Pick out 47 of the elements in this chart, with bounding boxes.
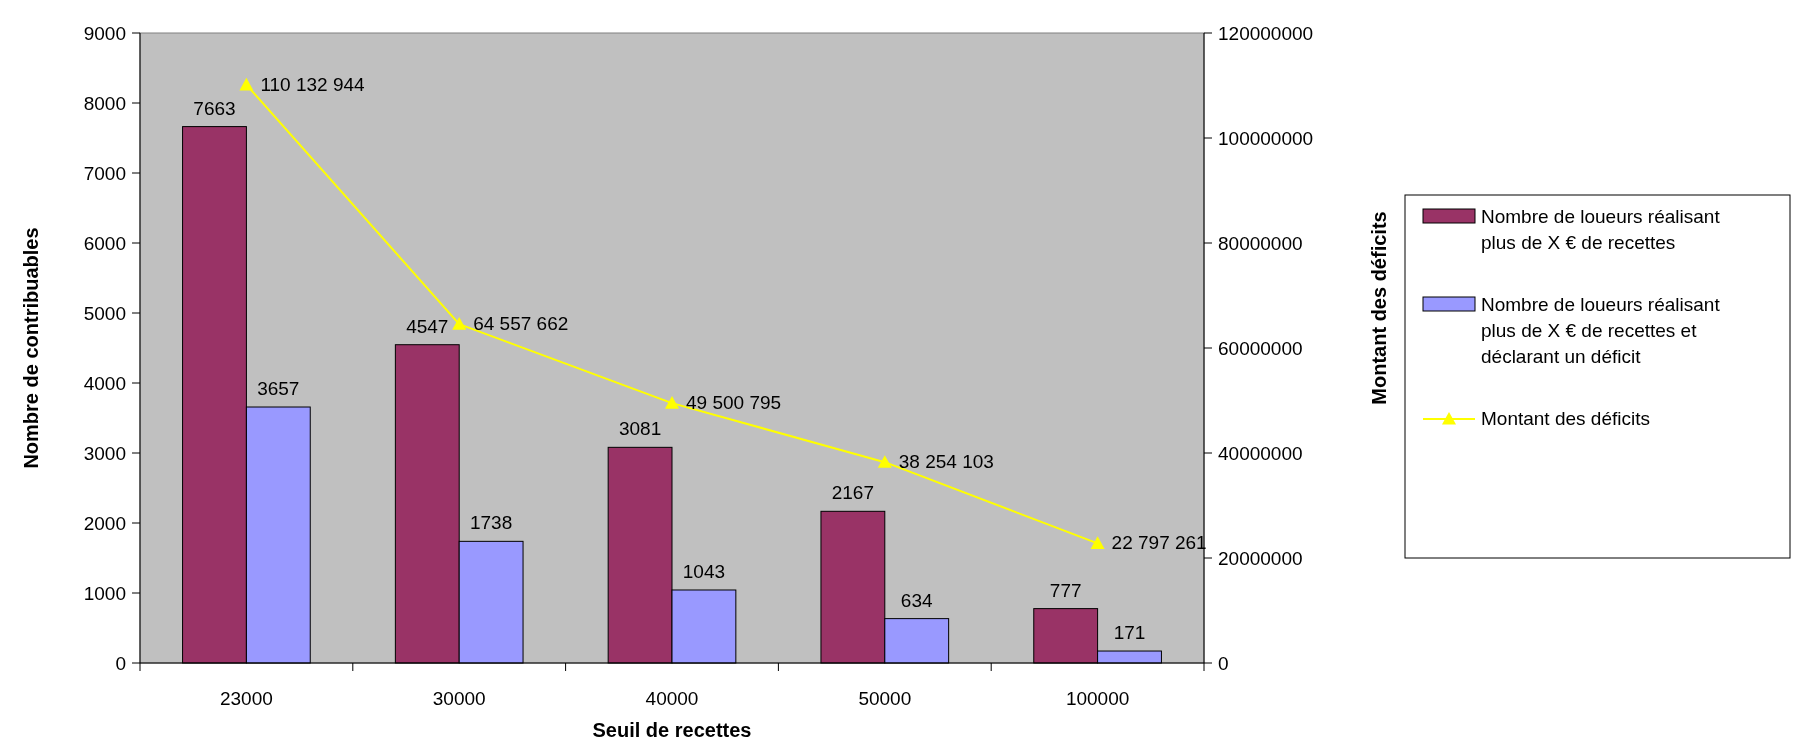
point <box>877 455 892 468</box>
data-label: 49 500 795 <box>686 392 782 414</box>
data-label: 634 <box>900 589 933 611</box>
y2-tick-label: 60000000 <box>1218 337 1303 359</box>
point <box>1090 536 1105 549</box>
y2-tick-label: 100000000 <box>1218 127 1314 149</box>
data-label: 110 132 944 <box>260 73 366 95</box>
y2-tick-label: 120000000 <box>1218 22 1314 44</box>
y-tick-label: 8000 <box>83 92 126 114</box>
data-label: 1738 <box>469 512 513 534</box>
y-tick-label: 4000 <box>83 372 126 394</box>
legend-label: Montant des déficits <box>1481 408 1650 429</box>
x-tick-label: 50000 <box>858 688 912 709</box>
data-label: 2167 <box>831 482 875 504</box>
legend-label: Nombre de loueurs réalisant plus de X € de recettes <box>1481 206 1721 253</box>
y-tick-label: 7000 <box>83 162 126 184</box>
data-label: 777 <box>1049 579 1082 601</box>
y-axis-title: Nombre de contribuables <box>20 227 42 469</box>
x-tick-label: 23000 <box>219 688 273 709</box>
y2-tick-label: 20000000 <box>1218 547 1303 569</box>
y2-tick-label: 40000000 <box>1218 442 1303 464</box>
point <box>452 317 467 330</box>
point <box>665 396 679 409</box>
data-label: 171 <box>1113 622 1146 644</box>
legend-label: Nombre de loueurs réalisant plus de X € de recettes et déclarant un déficit <box>1481 294 1721 367</box>
x-tick-label: 100000 <box>1065 688 1130 709</box>
data-label: 3081 <box>618 418 662 440</box>
data-label: 1043 <box>682 560 726 582</box>
x-tick-label: 40000 <box>645 688 699 709</box>
x-tick-label: 30000 <box>432 688 486 709</box>
data-label: 7663 <box>193 97 236 119</box>
y-tick-label: 1000 <box>83 582 126 604</box>
y-tick-label: 6000 <box>83 232 126 254</box>
data-label: 64 557 662 <box>473 313 569 335</box>
x-axis-title: Seuil de recettes <box>592 719 752 741</box>
y2-axis-title: Montant des déficits <box>1368 211 1390 405</box>
y-tick-label: 2000 <box>83 512 126 534</box>
y2-tick-label: 0 <box>1218 652 1229 674</box>
y2-tick-label: 80000000 <box>1218 232 1303 254</box>
y-tick-label: 9000 <box>83 22 126 44</box>
data-label: 3657 <box>257 378 300 400</box>
data-label: 38 254 103 <box>898 451 994 473</box>
y-tick-label: 3000 <box>83 442 126 464</box>
point <box>239 77 254 91</box>
y-tick-label: 5000 <box>83 302 126 324</box>
y-tick-label: 0 <box>115 652 126 674</box>
data-label: 4547 <box>406 315 449 337</box>
